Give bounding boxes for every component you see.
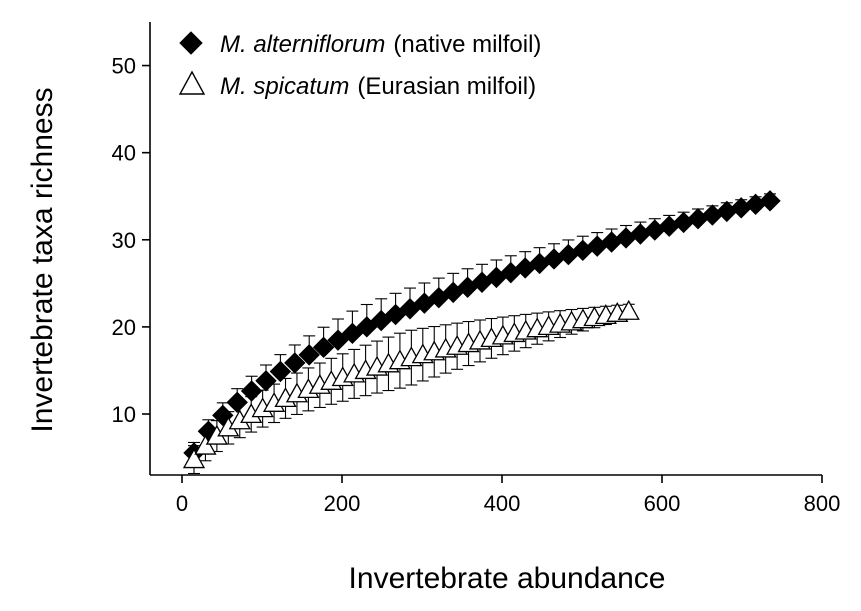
data-point: [269, 360, 292, 383]
legend-marker-triangle: [178, 70, 206, 95]
data-point: [312, 336, 335, 359]
series-0: [183, 190, 781, 464]
x-tick-label: 400: [484, 491, 521, 516]
y-tick-label: 30: [112, 228, 136, 253]
x-tick-label: 800: [804, 491, 841, 516]
y-tick-label: 20: [112, 315, 136, 340]
data-point: [701, 204, 724, 226]
x-axis-title: Invertebrate abundance: [349, 562, 666, 595]
data-point: [255, 370, 277, 392]
x-tick-label: 0: [176, 491, 188, 516]
plot-area: [149, 22, 822, 476]
legend-item-native: M. alterniflorum (native milfoil): [179, 31, 541, 58]
y-tick-label: 10: [112, 402, 136, 427]
y-tick-label: 40: [112, 141, 136, 166]
legend-species-native: M. alterniflorum: [220, 31, 385, 58]
x-tick-label: 200: [324, 491, 361, 516]
data-point: [744, 193, 767, 216]
data-point: [298, 344, 320, 366]
x-tick-label: 600: [644, 491, 681, 516]
legend-item-eurasian: M. spicatum (Eurasian milfoil): [178, 70, 536, 100]
data-point: [182, 448, 206, 469]
data-point: [341, 322, 364, 345]
data-point: [226, 391, 248, 414]
legend-label-native: M. alterniflorum (native milfoil): [220, 31, 541, 58]
data-point: [327, 329, 349, 351]
y-ticks: 10 20 30 40 50: [112, 54, 150, 427]
legend: M. alterniflorum (native milfoil) M. spic…: [178, 31, 541, 100]
y-axis-title: Invertebrate taxa richness: [26, 87, 59, 432]
series-1: [182, 299, 640, 475]
legend-marker-diamond: [179, 31, 203, 55]
legend-common-native: (native milfoil): [393, 31, 541, 58]
series-layer: [182, 190, 781, 475]
y-tick-label: 50: [112, 54, 136, 79]
data-point: [617, 299, 640, 320]
legend-label-eurasian: M. spicatum (Eurasian milfoil): [220, 73, 536, 100]
data-point: [194, 434, 217, 455]
data-point: [759, 190, 781, 212]
data-point: [730, 197, 752, 219]
legend-species-eurasian: M. spicatum: [220, 73, 349, 100]
legend-common-eurasian: (Eurasian milfoil): [357, 73, 536, 100]
x-ticks: 0 200 400 600 800: [176, 475, 840, 516]
data-point: [716, 200, 738, 223]
